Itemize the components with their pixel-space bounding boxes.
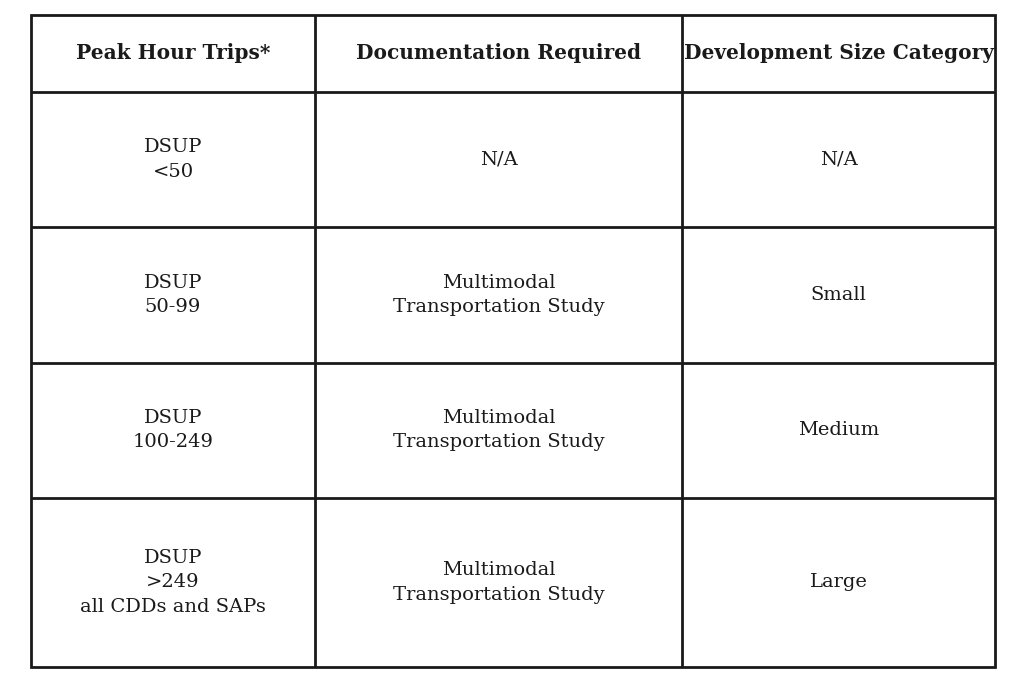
Text: Multimodal
Transportation Study: Multimodal Transportation Study (393, 409, 604, 451)
Text: N/A: N/A (479, 151, 517, 168)
Text: DSUP
100-249: DSUP 100-249 (132, 409, 213, 451)
Text: Multimodal
Transportation Study: Multimodal Transportation Study (393, 273, 604, 316)
Text: DSUP
>249
all CDDs and SAPs: DSUP >249 all CDDs and SAPs (80, 549, 266, 616)
Text: Medium: Medium (798, 421, 880, 439)
Text: Documentation Required: Documentation Required (356, 44, 641, 63)
Text: N/A: N/A (819, 151, 857, 168)
Text: Multimodal
Transportation Study: Multimodal Transportation Study (393, 561, 604, 604)
Text: Development Size Category: Development Size Category (684, 44, 993, 63)
Text: Small: Small (811, 286, 866, 304)
Text: Large: Large (810, 574, 867, 591)
Text: DSUP
<50: DSUP <50 (143, 138, 203, 181)
Text: Peak Hour Trips*: Peak Hour Trips* (76, 44, 270, 63)
Text: DSUP
50-99: DSUP 50-99 (143, 273, 203, 316)
